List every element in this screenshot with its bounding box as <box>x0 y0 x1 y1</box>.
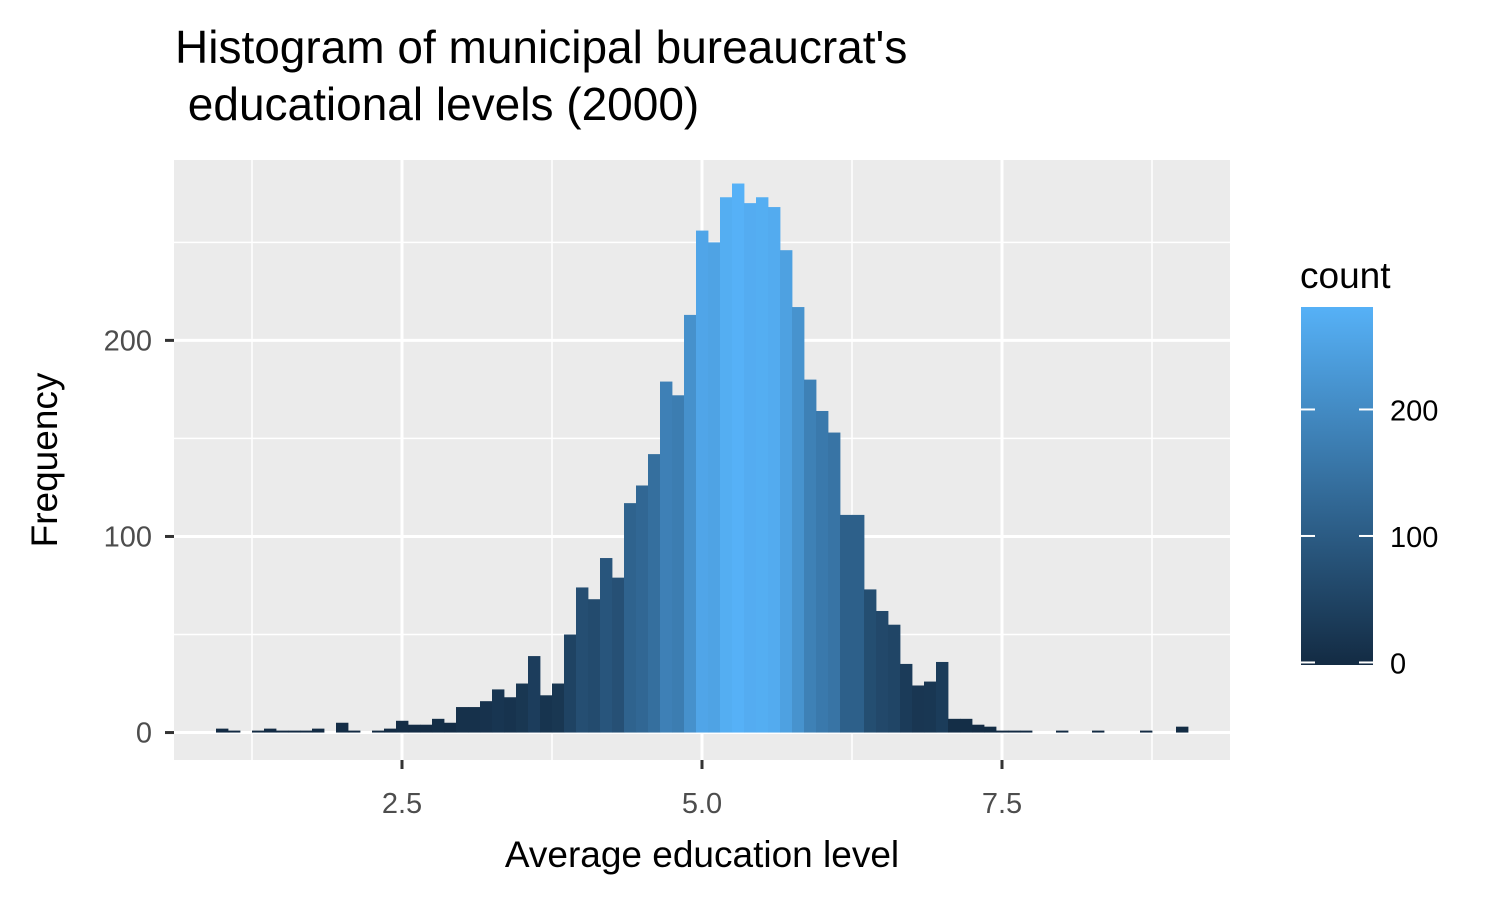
chart-title-line-1: Histogram of municipal bureaucrat's <box>175 21 907 73</box>
histogram-bar <box>624 503 637 733</box>
histogram-bar <box>1008 730 1021 733</box>
histogram-bar <box>768 207 781 733</box>
histogram-bar <box>864 589 877 733</box>
histogram-bar <box>420 724 433 733</box>
histogram-bar <box>504 697 517 733</box>
x-tick-label: 7.5 <box>982 788 1022 820</box>
y-tick-label: 0 <box>136 718 152 750</box>
histogram-bar <box>528 656 541 733</box>
histogram-bar <box>936 661 949 733</box>
histogram-bar <box>612 577 625 733</box>
histogram-bar <box>840 514 853 733</box>
histogram-bars <box>216 183 1189 733</box>
x-axis-title: Average education level <box>505 834 899 875</box>
histogram-bar <box>852 514 865 733</box>
histogram-bar <box>708 242 721 733</box>
histogram-bar <box>348 730 361 733</box>
y-axis-title: Frequency <box>24 372 65 547</box>
histogram-bar <box>948 718 961 733</box>
y-axis: 0 100 200 <box>104 325 174 750</box>
histogram-bar <box>312 728 325 733</box>
histogram-bar <box>252 730 265 733</box>
legend-tick-label: 200 <box>1390 395 1438 427</box>
histogram-bar <box>516 683 529 733</box>
histogram-bar <box>732 183 745 733</box>
histogram-bar <box>912 685 925 733</box>
histogram-bar <box>648 454 661 733</box>
histogram-bar <box>960 718 973 733</box>
histogram-bar <box>792 307 805 733</box>
histogram-bar <box>660 381 673 733</box>
histogram-bar <box>432 718 445 733</box>
histogram-bar <box>468 707 481 733</box>
histogram-bar <box>696 230 709 733</box>
histogram-bar <box>1140 730 1153 733</box>
histogram-bar <box>804 379 817 733</box>
histogram-bar <box>756 197 769 733</box>
histogram-bar <box>564 634 577 733</box>
histogram-bar <box>588 599 601 733</box>
y-tick-label: 100 <box>104 521 152 553</box>
histogram-bar <box>600 558 613 733</box>
legend-ticks: 0 100 200 <box>1301 395 1438 680</box>
histogram-bar <box>720 197 733 733</box>
x-axis: 2.5 5.0 7.5 <box>382 760 1022 820</box>
histogram-bar <box>336 722 349 733</box>
histogram-bar <box>1056 730 1069 733</box>
x-tick-label: 2.5 <box>382 788 422 820</box>
histogram-bar <box>744 203 757 733</box>
histogram-bar <box>900 663 913 733</box>
histogram-bar <box>924 681 937 733</box>
histogram-bar <box>480 701 493 733</box>
histogram-bar <box>984 726 997 733</box>
y-tick-label: 200 <box>104 325 152 357</box>
histogram-bar <box>636 485 649 733</box>
histogram-bar <box>780 250 793 733</box>
histogram-bar <box>684 314 697 733</box>
x-tick-label: 5.0 <box>682 788 722 820</box>
histogram-bar <box>492 689 505 733</box>
histogram-bar <box>300 730 313 733</box>
histogram-bar <box>888 624 901 733</box>
histogram-bar <box>540 695 553 733</box>
histogram-bar <box>288 730 301 733</box>
histogram-bar <box>408 724 421 733</box>
histogram-bar <box>576 587 589 733</box>
histogram-bar <box>396 720 409 733</box>
histogram-bar <box>1092 730 1105 733</box>
histogram-bar <box>228 730 241 733</box>
histogram-bar <box>672 395 685 733</box>
histogram-bar <box>444 722 457 733</box>
histogram-bar <box>216 728 229 733</box>
chart-title-line-2: educational levels (2000) <box>175 78 699 130</box>
histogram-bar <box>876 610 889 733</box>
histogram-bar <box>276 730 289 733</box>
histogram-bar <box>1176 726 1189 733</box>
histogram-bar <box>552 683 565 733</box>
histogram-bar <box>1020 730 1033 733</box>
legend-title: count <box>1300 255 1391 296</box>
histogram-bar <box>972 724 985 733</box>
histogram-bar <box>384 728 397 733</box>
color-legend: count 0 100 200 <box>1300 255 1438 680</box>
legend-tick-label: 100 <box>1390 522 1438 554</box>
histogram-bar <box>996 730 1009 733</box>
legend-tick-label: 0 <box>1390 648 1406 680</box>
histogram-bar <box>264 728 277 733</box>
histogram-bar <box>372 730 385 733</box>
legend-colorbar <box>1301 307 1373 665</box>
histogram-bar <box>816 410 829 733</box>
histogram-bar <box>456 707 469 733</box>
histogram-bar <box>828 432 841 733</box>
